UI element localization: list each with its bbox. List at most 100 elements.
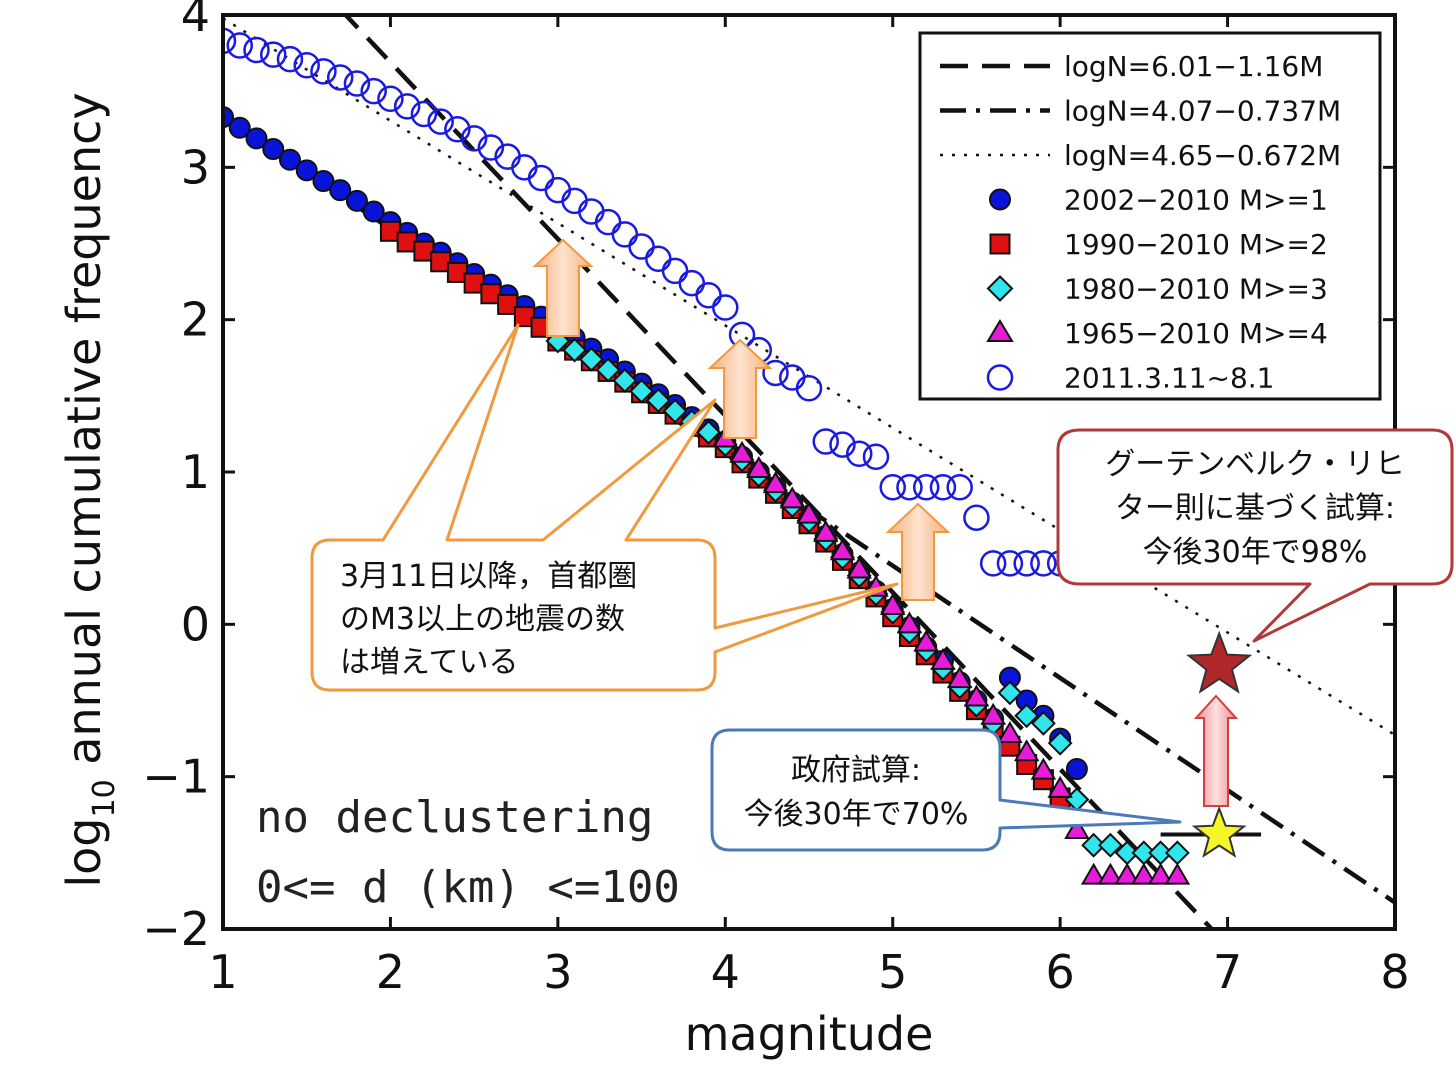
- callout-tokyo-line-2: のM3以上の地震の数: [340, 602, 625, 637]
- data-point: [393, 93, 421, 120]
- data-point: [1030, 550, 1057, 577]
- data-point: [963, 684, 990, 707]
- legend-items: logN=6.01−1.16M logN=4.07−0.737M logN=4.65…: [940, 50, 1341, 395]
- data-point: [1131, 862, 1157, 885]
- x-tick-label: 4: [711, 945, 740, 999]
- data-point: [963, 504, 990, 531]
- orange-arrow-3: [885, 502, 951, 601]
- data-point: [779, 364, 806, 391]
- data-point: [360, 77, 387, 105]
- data-point: [1030, 757, 1057, 780]
- data-point: [1014, 703, 1040, 729]
- data-point: [477, 134, 505, 161]
- data-point: [513, 306, 535, 328]
- data-point: [562, 337, 588, 363]
- legend-marker: [986, 364, 1014, 391]
- data-point: [1064, 816, 1090, 839]
- stars-layer: [1160, 630, 1262, 858]
- data-point: [310, 58, 337, 85]
- legend-marker: [986, 319, 1014, 342]
- red-star: [1186, 630, 1253, 694]
- data-point: [1080, 862, 1107, 885]
- no-declustering-label: no declustering: [256, 792, 653, 843]
- data-point: [1147, 862, 1174, 885]
- legend-label: 1965−2010 M>=4: [1064, 317, 1328, 350]
- data-point: [879, 473, 906, 501]
- data-point: [912, 473, 940, 501]
- data-point: [578, 198, 605, 225]
- depth-range-label: 0<= d (km) <=100: [256, 862, 680, 913]
- data-point: [611, 221, 639, 248]
- data-point: [979, 550, 1007, 577]
- data-point: [862, 443, 890, 471]
- x-tick-label: 3: [543, 945, 572, 999]
- pink-arrow: [1193, 694, 1239, 807]
- data-point: [1065, 758, 1088, 781]
- data-point: [345, 189, 368, 212]
- callout-tokyo: 3月11日以降，首都圏 のM3以上の地震の数 は増えている: [310, 323, 899, 692]
- data-point: [410, 100, 438, 128]
- data-point: [544, 176, 572, 204]
- data-point: [829, 538, 856, 561]
- data-point: [746, 455, 772, 478]
- data-point: [295, 159, 318, 182]
- data-point: [796, 501, 822, 524]
- orange-arrow-2: [707, 338, 773, 439]
- data-point: [223, 27, 237, 55]
- x-tick-label: 2: [376, 945, 405, 999]
- data-point: [343, 70, 371, 97]
- data-point: [276, 45, 304, 73]
- y-tick-label: 1: [181, 445, 210, 499]
- data-point: [1164, 840, 1190, 866]
- callout-gutenberg-line-3: 今後30年で98%: [1143, 535, 1368, 570]
- data-point: [427, 108, 454, 135]
- x-tick-label: 6: [1046, 945, 1075, 999]
- data-point: [645, 245, 672, 272]
- x-tick-label: 5: [878, 945, 907, 999]
- x-tick-label: 1: [208, 945, 237, 999]
- callout-gutenberg: グーテンベルク・リヒ ター則に基づく試算: 今後30年で98%: [1056, 428, 1454, 643]
- data-point: [578, 346, 604, 372]
- data-point: [845, 440, 873, 467]
- data-point: [243, 36, 270, 64]
- x-axis-label: magnitude: [685, 1007, 934, 1061]
- legend-label: 1990−2010 M>=2: [1064, 228, 1328, 261]
- data-point: [896, 473, 923, 501]
- data-point: [696, 419, 721, 445]
- y-tick-label: 2: [181, 293, 210, 347]
- data-point: [446, 261, 468, 283]
- data-point: [645, 387, 671, 413]
- data-point: [896, 611, 923, 634]
- legend-label: 2011.3.11~8.1: [1064, 362, 1275, 395]
- y-axis-label-rest: annual cumulative frequency: [57, 92, 111, 779]
- data-point: [1097, 862, 1124, 885]
- y-axis-label-main: log: [57, 818, 111, 888]
- data-point: [228, 116, 251, 139]
- data-point: [629, 378, 654, 404]
- data-point: [762, 471, 789, 494]
- data-point: [813, 519, 839, 542]
- data-point: [595, 357, 621, 383]
- legend: logN=6.01−1.16M logN=4.07−0.737M logN=4.65…: [918, 31, 1382, 401]
- series-4: [223, 27, 1074, 577]
- data-point: [997, 721, 1023, 744]
- legend-label: logN=4.65−0.672M: [1064, 139, 1341, 172]
- callout-gutenberg-line-2: ター則に基づく試算:: [1115, 491, 1395, 526]
- yellow-star: [1191, 805, 1247, 858]
- data-point: [245, 127, 268, 150]
- data-point: [362, 200, 385, 223]
- y-tick-label: 0: [181, 597, 210, 651]
- data-point: [628, 233, 655, 260]
- data-point: [413, 240, 435, 262]
- data-point: [678, 269, 706, 297]
- data-point: [444, 116, 471, 143]
- callout-government: 政府試算: 今後30年で70%: [710, 728, 1182, 852]
- legend-marker: [989, 188, 1011, 211]
- data-point: [312, 170, 335, 193]
- data-point: [661, 257, 689, 285]
- legend-label: logN=6.01−1.16M: [1064, 50, 1323, 83]
- data-point: [430, 251, 452, 273]
- data-point: [262, 138, 285, 161]
- legend-label: 2002−2010 M>=1: [1064, 184, 1328, 217]
